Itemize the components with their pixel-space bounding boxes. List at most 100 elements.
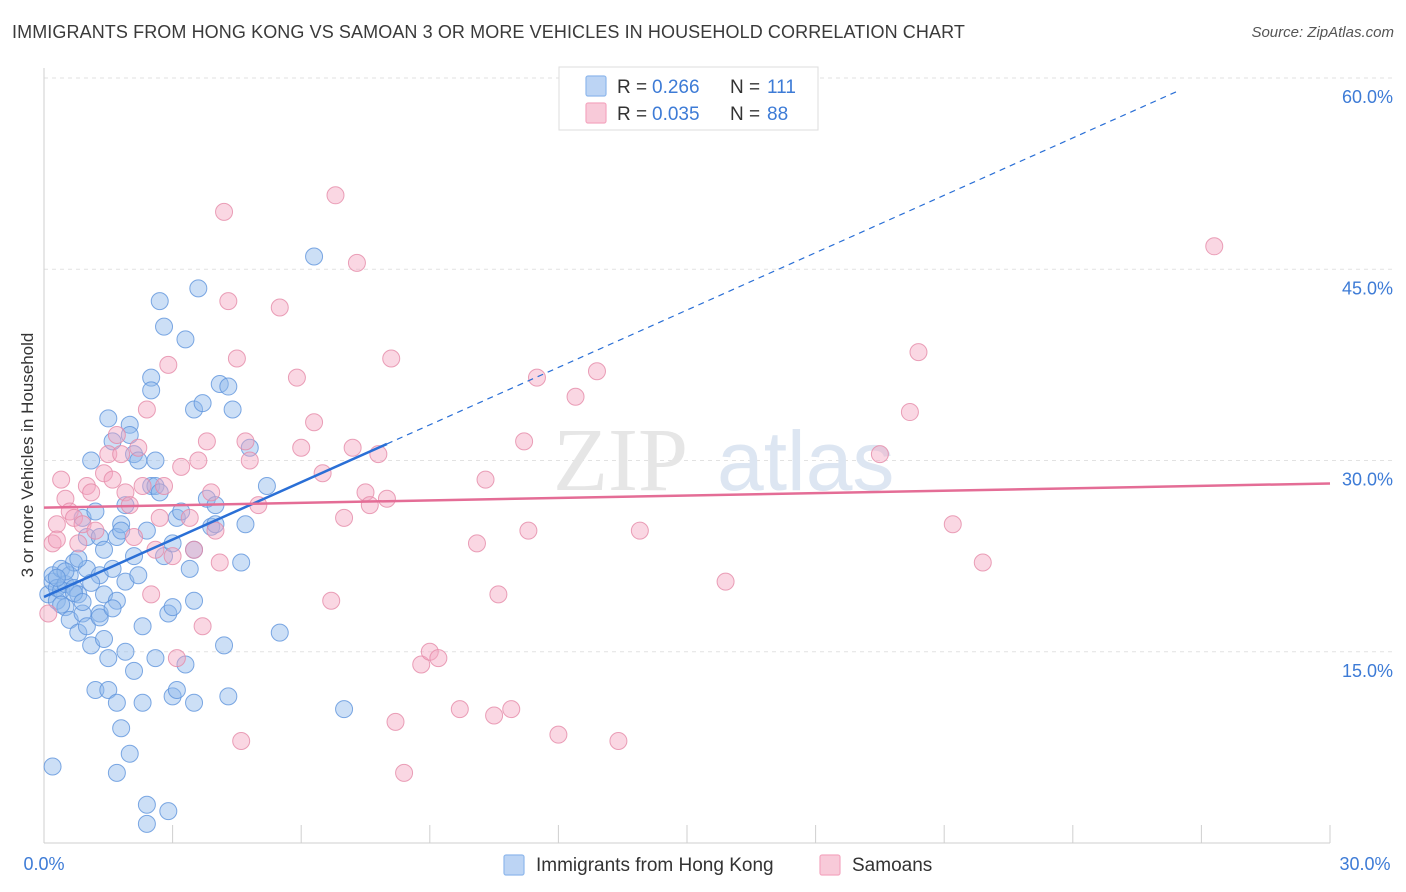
- samoan-point: [347, 253, 366, 272]
- samoan-point: [527, 368, 546, 387]
- hongkong-point: [215, 636, 234, 655]
- hongkong-point: [133, 617, 152, 636]
- samoan-point: [270, 298, 289, 317]
- samoan-point: [515, 432, 534, 451]
- hongkong-point: [69, 549, 88, 568]
- y-tick-label: 45.0%: [1342, 278, 1393, 298]
- samoan-swatch: [585, 102, 607, 124]
- hongkong-point: [103, 599, 122, 618]
- hongkong-point: [99, 649, 118, 668]
- hongkong-point: [146, 451, 165, 470]
- chart-title: IMMIGRANTS FROM HONG KONG VS SAMOAN 3 OR…: [12, 22, 965, 42]
- hongkong-point: [159, 802, 178, 821]
- samoan-point: [377, 489, 396, 508]
- hongkong-point: [82, 451, 101, 470]
- samoan-point: [112, 445, 131, 464]
- hongkong-point: [137, 814, 156, 833]
- hongkong-point: [176, 330, 195, 349]
- samoan-point: [99, 445, 118, 464]
- samoan-point: [240, 451, 259, 470]
- samoan-point: [549, 725, 568, 744]
- hongkong-point: [99, 681, 118, 699]
- samoan-point: [210, 553, 229, 572]
- hongkong-point: [116, 642, 135, 661]
- samoan-point: [142, 585, 161, 604]
- samoan-point: [587, 362, 606, 381]
- samoan-point: [489, 585, 508, 604]
- r-label: R =: [617, 104, 647, 125]
- hongkong-point: [185, 693, 204, 712]
- samoan-point: [39, 604, 58, 623]
- hongkong-point: [120, 426, 139, 444]
- n-label: N =: [730, 104, 760, 125]
- x-tick-label: 30.0%: [1339, 854, 1390, 874]
- samoan-point: [566, 387, 585, 406]
- samoan-point: [973, 553, 992, 572]
- samoan-point: [159, 355, 178, 374]
- samoan-point: [322, 591, 341, 610]
- samoan-point: [382, 349, 401, 368]
- hongkong-point: [47, 568, 66, 587]
- samoan-point: [326, 186, 345, 205]
- legend-samoan-label: Samoans: [852, 855, 932, 876]
- samoan-point: [185, 540, 204, 559]
- x-tick-label: 0.0%: [23, 854, 64, 874]
- samoan-point: [133, 477, 152, 495]
- n-label: N =: [730, 77, 760, 98]
- n-value: 111: [767, 77, 796, 98]
- r-value: 0.266: [652, 77, 700, 98]
- samoan-point: [335, 508, 354, 527]
- hongkong-point: [305, 247, 324, 266]
- samoan-point: [232, 732, 251, 750]
- hongkong-point: [142, 368, 161, 387]
- hongkong-point: [335, 700, 354, 719]
- samoan-point: [163, 547, 182, 566]
- hongkong-trend-line: [43, 442, 388, 599]
- hongkong-point: [107, 763, 126, 782]
- samoan-point: [485, 706, 504, 725]
- hongkong-point: [95, 540, 114, 559]
- samoan-point: [429, 649, 448, 668]
- hongkong-point: [125, 661, 144, 680]
- series-legend: Immigrants from Hong Kong Samoans: [503, 854, 932, 876]
- samoan-point: [630, 521, 649, 540]
- watermark-zip: ZIP: [553, 411, 688, 510]
- samoan-point: [180, 508, 199, 527]
- samoan-point: [287, 368, 306, 387]
- samoan-point: [86, 521, 105, 540]
- hongkong-point: [185, 591, 204, 610]
- y-tick-label: 60.0%: [1342, 87, 1393, 107]
- hongkong-point: [163, 598, 182, 617]
- trend-lines: [43, 89, 1331, 599]
- hongkong-point: [257, 477, 276, 495]
- hongkong-trend-extension: [386, 89, 1181, 445]
- scatter-points: [39, 186, 1224, 833]
- hongkong-point: [99, 409, 118, 428]
- hongkong-point: [236, 515, 255, 534]
- samoan-point: [716, 572, 735, 591]
- legend-hongkong-label: Immigrants from Hong Kong: [536, 855, 774, 876]
- hongkong-point: [133, 693, 152, 712]
- samoan-point: [909, 343, 928, 362]
- samoan-point: [502, 700, 521, 719]
- hongkong-point: [270, 623, 289, 642]
- hongkong-point: [155, 317, 174, 336]
- samoan-point: [450, 700, 469, 719]
- hongkong-point: [189, 279, 208, 298]
- hongkong-point: [112, 515, 131, 534]
- samoan-point: [236, 432, 255, 451]
- samoan-point: [305, 413, 324, 432]
- hongkong-point: [73, 593, 92, 612]
- hongkong-point: [223, 400, 242, 419]
- legend-samoan-swatch: [819, 854, 841, 876]
- samoan-point: [47, 530, 66, 549]
- hongkong-point: [137, 795, 156, 814]
- samoan-point: [943, 515, 962, 534]
- axes: [43, 68, 1331, 844]
- y-tick-label: 30.0%: [1342, 470, 1393, 490]
- samoan-point: [360, 496, 379, 515]
- samoan-point: [197, 432, 216, 451]
- stats-legend: R = 0.266 N = 111 R = 0.035 N = 88: [558, 66, 819, 131]
- samoan-point: [172, 457, 191, 476]
- hongkong-point: [95, 630, 114, 648]
